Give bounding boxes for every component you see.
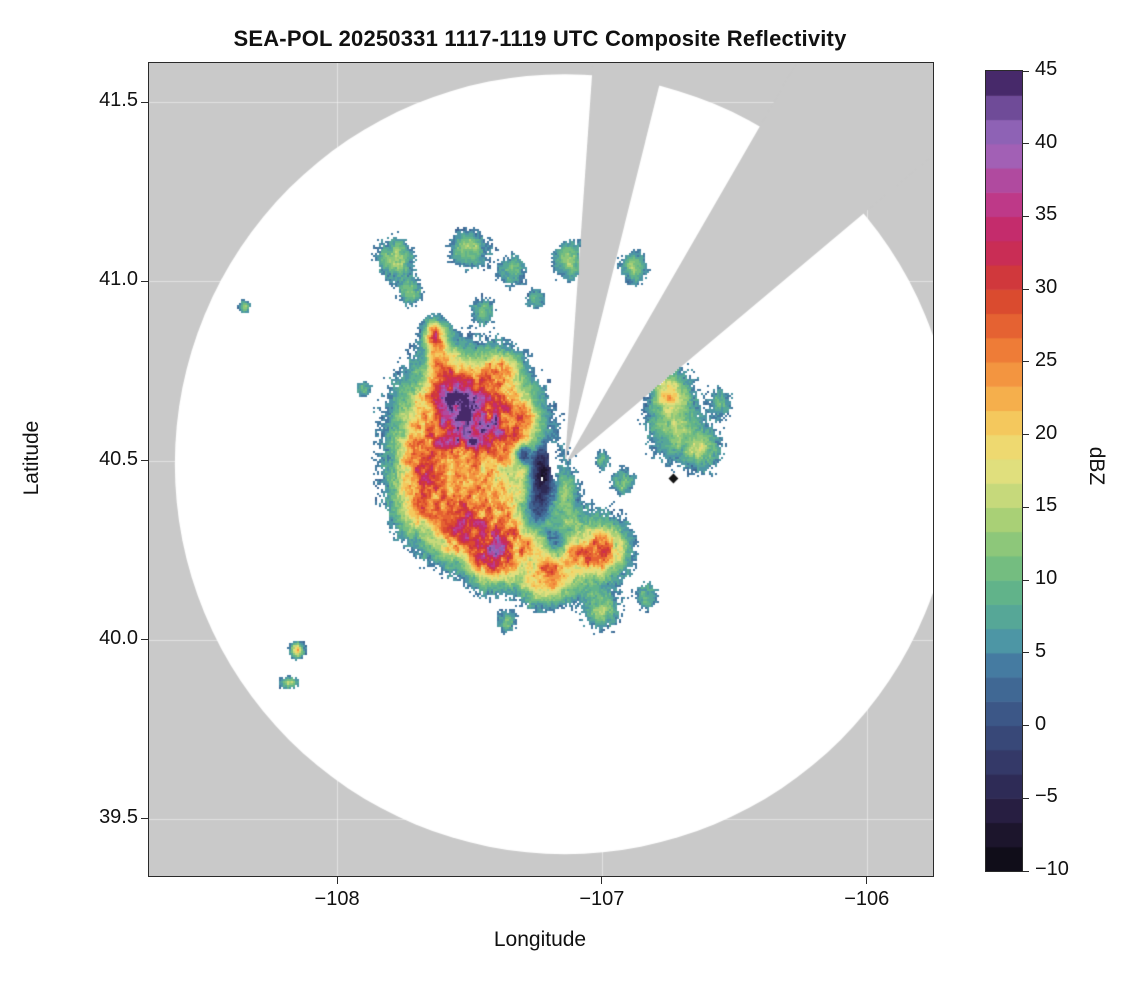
colorbar: [985, 70, 1023, 872]
chart-title: SEA-POL 20250331 1117-1119 UTC Composite…: [233, 26, 847, 51]
colorbar-tick-label: 40: [1035, 130, 1058, 153]
x-tick-mark: [336, 877, 338, 884]
x-tick-mark: [601, 877, 603, 884]
colorbar-tick-label: −10: [1035, 858, 1069, 880]
colorbar-tick-mark: [1023, 870, 1029, 872]
y-tick-label: 40.0: [99, 626, 138, 649]
colorbar-tick-mark: [1023, 361, 1029, 363]
colorbar-tick-mark: [1023, 434, 1029, 436]
colorbar-tick-label: 30: [1035, 276, 1058, 299]
x-axis-label: Longitude: [493, 928, 587, 951]
y-tick-label: 41.0: [99, 268, 138, 291]
y-axis-label: Latitude: [20, 420, 43, 496]
colorbar-tick-mark: [1023, 288, 1029, 290]
colorbar-tick-label: 25: [1035, 348, 1058, 371]
y-tick-label: 39.5: [99, 805, 138, 828]
y-tick-mark: [141, 639, 148, 641]
y-tick-mark: [141, 818, 148, 820]
radar-ppi-canvas: [149, 63, 933, 876]
colorbar-tick-label: 45: [1035, 58, 1058, 80]
x-tick-label: −108: [314, 888, 360, 910]
y-tick-label: 41.5: [99, 89, 138, 112]
colorbar-tick-mark: [1023, 579, 1029, 581]
colorbar-tick-label: 10: [1035, 567, 1058, 590]
y-tick-label: 40.5: [99, 447, 138, 470]
colorbar-tick-mark: [1023, 143, 1029, 145]
colorbar-canvas: [986, 71, 1022, 871]
colorbar-tick-label: 15: [1035, 494, 1058, 517]
y-tick-mark: [141, 460, 148, 462]
y-tick-mark: [141, 101, 148, 103]
colorbar-label: dBZ: [1085, 446, 1108, 486]
colorbar-tick-mark: [1023, 652, 1029, 654]
plot-area: [148, 62, 934, 877]
colorbar-tick-label: 35: [1035, 203, 1058, 226]
colorbar-tick-label: −5: [1035, 785, 1058, 808]
colorbar-tick-mark: [1023, 725, 1029, 727]
colorbar-tick-mark: [1023, 797, 1029, 799]
colorbar-tick-mark: [1023, 506, 1029, 508]
colorbar-tick-label: 20: [1035, 421, 1058, 444]
colorbar-tick-mark: [1023, 70, 1029, 72]
x-tick-label: −106: [844, 888, 890, 910]
colorbar-tick-label: 5: [1035, 639, 1047, 662]
x-tick-mark: [866, 877, 868, 884]
colorbar-tick-mark: [1023, 215, 1029, 217]
y-tick-mark: [141, 280, 148, 282]
colorbar-tick-label: 0: [1035, 712, 1047, 735]
x-tick-label: −107: [579, 888, 625, 910]
